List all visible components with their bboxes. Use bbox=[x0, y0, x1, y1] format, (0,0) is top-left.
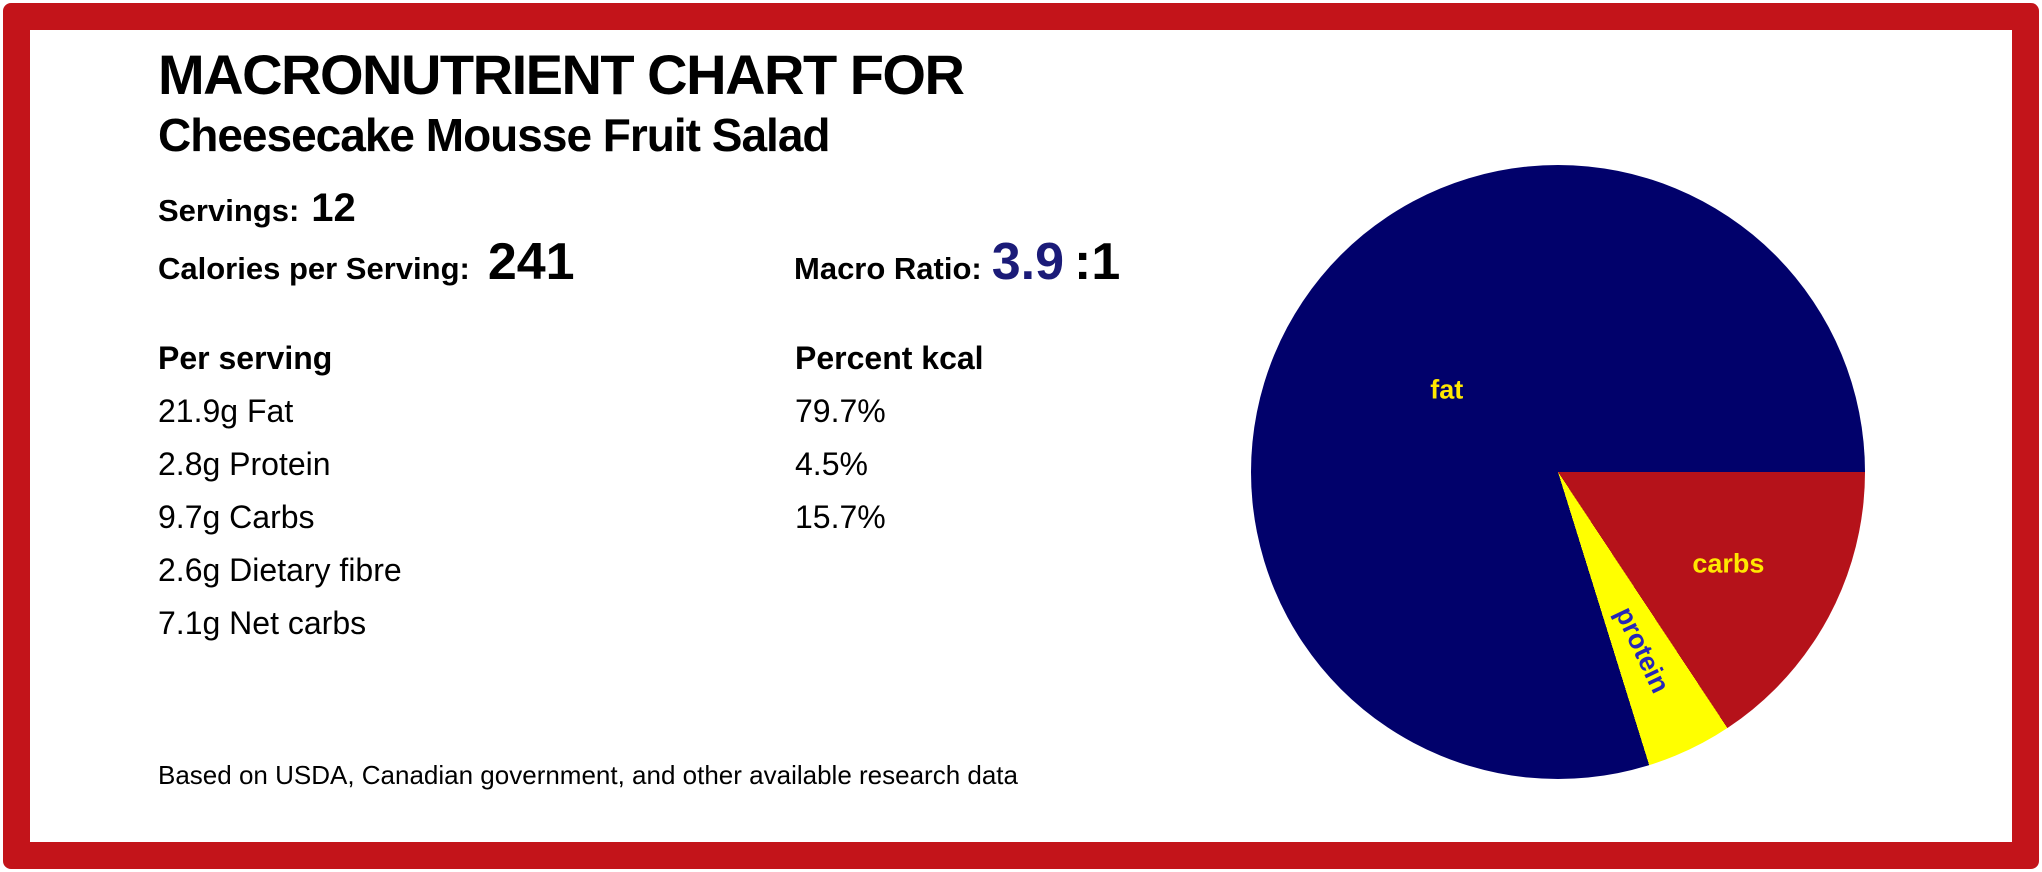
pie-chart: carbs protein fat bbox=[1251, 165, 1865, 779]
servings-row: Servings: 12 bbox=[158, 186, 356, 231]
macro-table: Per serving Percent kcal 21.9g Fat 79.7%… bbox=[158, 332, 1215, 650]
macro-ratio-group: Macro Ratio: 3.9 :1 bbox=[794, 232, 1120, 292]
table-row-protein-amount: 2.8g Protein bbox=[158, 446, 331, 482]
macro-ratio-suffix: :1 bbox=[1074, 233, 1121, 291]
servings-value: 12 bbox=[311, 186, 356, 230]
column-header-per-serving: Per serving bbox=[158, 340, 333, 376]
recipe-name: Cheesecake Mousse Fruit Salad bbox=[158, 109, 831, 161]
table-row-netcarbs-percent bbox=[795, 597, 1215, 650]
pie-slice-label-protein: protein bbox=[1609, 601, 1676, 698]
table-row-fibre-amount: 2.6g Dietary fibre bbox=[158, 552, 402, 588]
table-row-fat-percent: 79.7% bbox=[795, 393, 886, 429]
page-title: MACRONUTRIENT CHART FOR bbox=[158, 43, 965, 106]
table-row-carbs-amount: 9.7g Carbs bbox=[158, 499, 315, 535]
calories-value: 241 bbox=[487, 233, 575, 291]
pie-slice-label-carbs: carbs bbox=[1692, 548, 1765, 579]
macro-ratio-label: Macro Ratio: bbox=[794, 251, 982, 286]
servings-label: Servings: bbox=[158, 193, 300, 228]
data-source-note: Based on USDA, Canadian government, and … bbox=[158, 760, 1018, 790]
table-row-netcarbs-amount: 7.1g Net carbs bbox=[158, 605, 367, 641]
table-row-carbs-percent: 15.7% bbox=[795, 499, 886, 535]
table-row-fat-amount: 21.9g Fat bbox=[158, 393, 294, 429]
calories-label: Calories per Serving: bbox=[158, 251, 470, 286]
macro-ratio-value: 3.9 bbox=[991, 233, 1065, 291]
table-row-protein-percent: 4.5% bbox=[795, 446, 868, 482]
table-row-fibre-percent bbox=[795, 544, 1215, 597]
calories-row: Calories per Serving: 241 Macro Ratio: 3… bbox=[158, 232, 1218, 292]
column-header-percent-kcal: Percent kcal bbox=[795, 340, 984, 376]
pie-slice-label-fat: fat bbox=[1430, 374, 1464, 405]
